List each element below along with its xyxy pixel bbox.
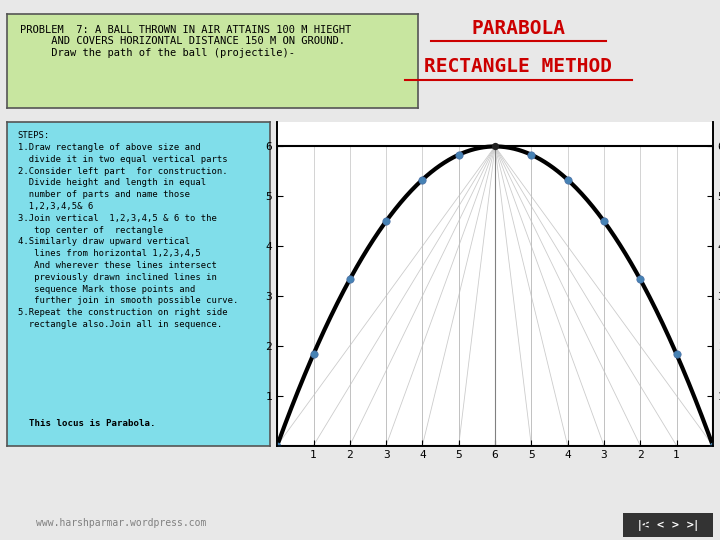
Point: [417, 176, 428, 184]
Text: PARABOLA: PARABOLA: [472, 19, 565, 38]
Point: [271, 441, 283, 450]
Text: PROBLEM  7: A BALL THROWN IN AIR ATTAINS 100 M HIEGHT
     AND COVERS HORIZONTAL: PROBLEM 7: A BALL THROWN IN AIR ATTAINS …: [19, 25, 351, 58]
Point: [490, 142, 501, 151]
Point: [671, 350, 683, 359]
Text: |<  <  >  >|: |< < > >|: [638, 519, 698, 531]
Text: STEPS:
1.Draw rectangle of above size and
  divide it in two equal vertical part: STEPS: 1.Draw rectangle of above size an…: [18, 131, 238, 329]
Point: [380, 217, 392, 226]
Text: RECTANGLE METHOD: RECTANGLE METHOD: [424, 57, 613, 76]
Text: www.harshparmar.wordpress.com: www.harshparmar.wordpress.com: [36, 518, 207, 529]
Point: [707, 441, 719, 450]
Point: [634, 275, 646, 284]
Point: [453, 151, 464, 159]
Text: This locus is Parabola.: This locus is Parabola.: [18, 418, 156, 428]
Point: [526, 151, 537, 159]
Text: 11: 11: [642, 518, 655, 529]
Point: [598, 217, 610, 226]
Point: [562, 176, 573, 184]
Point: [307, 350, 319, 359]
Point: [344, 275, 356, 284]
